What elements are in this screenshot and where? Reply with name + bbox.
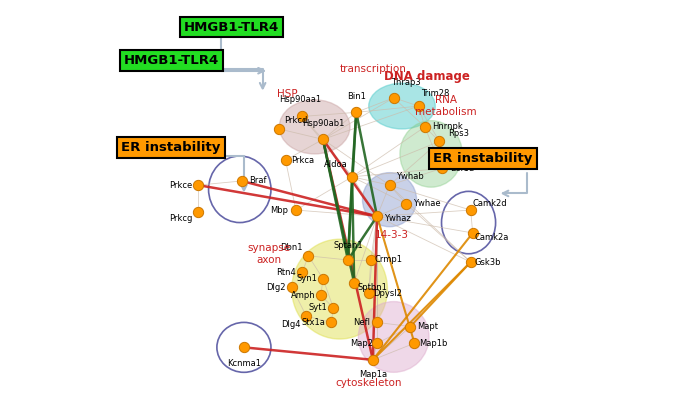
Point xyxy=(297,269,308,276)
Text: 14-3-3: 14-3-3 xyxy=(374,230,409,240)
Point xyxy=(274,126,285,132)
Point xyxy=(351,109,362,116)
Text: DNA damage: DNA damage xyxy=(384,70,470,84)
Text: Map1a: Map1a xyxy=(359,370,387,379)
Point xyxy=(238,344,249,351)
Text: Camk2a: Camk2a xyxy=(475,233,509,242)
Text: Map2: Map2 xyxy=(350,339,372,348)
Point xyxy=(405,323,416,330)
Point xyxy=(465,207,476,213)
Text: Prkcg: Prkcg xyxy=(169,214,192,223)
Ellipse shape xyxy=(279,100,350,154)
Point xyxy=(315,292,326,299)
Ellipse shape xyxy=(400,121,462,187)
Point xyxy=(297,113,308,120)
Text: Rtn4: Rtn4 xyxy=(276,268,296,277)
Text: Nefl: Nefl xyxy=(353,318,370,327)
Text: Dbn1: Dbn1 xyxy=(281,243,303,252)
Text: Hsp90aa1: Hsp90aa1 xyxy=(279,95,321,104)
Point xyxy=(419,124,430,130)
Point xyxy=(280,157,291,163)
Point xyxy=(467,230,478,236)
Point xyxy=(193,182,204,188)
Text: Dlg4: Dlg4 xyxy=(281,320,300,329)
Point xyxy=(372,213,383,220)
Text: Ywhab: Ywhab xyxy=(396,172,424,181)
Text: Camk2d: Camk2d xyxy=(472,199,507,208)
Text: Prkca: Prkca xyxy=(291,156,314,165)
Text: ER instability: ER instability xyxy=(433,151,533,165)
Text: Gsk3b: Gsk3b xyxy=(475,258,501,267)
Text: Trim28: Trim28 xyxy=(421,89,449,98)
Text: Aldoa: Aldoa xyxy=(323,160,347,169)
Text: Mapt: Mapt xyxy=(417,322,438,331)
Text: Hnrnpk: Hnrnpk xyxy=(433,122,463,131)
Text: Stx1a: Stx1a xyxy=(302,318,326,327)
Text: Prkce: Prkce xyxy=(169,181,193,190)
Point xyxy=(434,138,445,145)
Point xyxy=(349,280,360,286)
Point xyxy=(372,319,383,326)
Point xyxy=(388,94,399,101)
Point xyxy=(193,209,204,215)
Text: Syn1: Syn1 xyxy=(297,274,318,283)
Text: Mbp: Mbp xyxy=(270,206,288,215)
Point xyxy=(286,284,297,290)
Point xyxy=(317,136,328,143)
Ellipse shape xyxy=(363,173,416,227)
Point xyxy=(328,305,339,311)
Point xyxy=(236,178,247,184)
Point xyxy=(413,103,424,109)
Text: Sptan1: Sptan1 xyxy=(333,241,363,250)
Text: Map1b: Map1b xyxy=(419,339,447,348)
Text: synapse
axon: synapse axon xyxy=(247,243,290,265)
Point xyxy=(365,257,377,263)
Point xyxy=(342,257,354,263)
Text: Amph: Amph xyxy=(291,291,316,300)
Text: Eef1d: Eef1d xyxy=(450,164,475,173)
Text: Sptbn1: Sptbn1 xyxy=(358,282,388,292)
Text: Dlg2: Dlg2 xyxy=(266,282,286,292)
Text: Braf: Braf xyxy=(249,176,267,186)
Text: Crmp1: Crmp1 xyxy=(374,255,402,265)
Text: HSP: HSP xyxy=(277,89,298,99)
Text: transcription: transcription xyxy=(340,64,406,74)
Point xyxy=(372,340,383,347)
Point xyxy=(346,173,358,180)
Text: Thrap3: Thrap3 xyxy=(391,78,421,87)
Text: HMGB1-TLR4: HMGB1-TLR4 xyxy=(123,54,218,67)
Point xyxy=(400,201,412,207)
Point xyxy=(326,319,337,326)
Text: cytoskeleton: cytoskeleton xyxy=(335,378,402,388)
Text: Dpysl2: Dpysl2 xyxy=(373,289,402,298)
Text: HMGB1-TLR4: HMGB1-TLR4 xyxy=(184,20,279,34)
Text: Ywhaz: Ywhaz xyxy=(384,214,411,223)
Text: Rps3: Rps3 xyxy=(448,129,469,138)
Text: Bin1: Bin1 xyxy=(346,92,365,101)
Point xyxy=(368,357,379,363)
Text: Hsp90ab1: Hsp90ab1 xyxy=(302,119,344,128)
Ellipse shape xyxy=(369,83,435,129)
Point xyxy=(409,340,420,347)
Text: Syt1: Syt1 xyxy=(308,303,327,312)
Point xyxy=(436,165,447,172)
Point xyxy=(290,207,302,213)
Text: Prkcd: Prkcd xyxy=(284,116,307,125)
Ellipse shape xyxy=(292,239,387,339)
Text: Kcnma1: Kcnma1 xyxy=(227,359,261,368)
Text: RNA
metabolism: RNA metabolism xyxy=(415,95,477,117)
Point xyxy=(384,182,395,188)
Text: ER instability: ER instability xyxy=(121,141,220,154)
Point xyxy=(317,275,328,282)
Text: Ywhae: Ywhae xyxy=(413,199,441,208)
Point xyxy=(303,253,314,259)
Point xyxy=(363,290,374,297)
Point xyxy=(465,259,476,265)
Point xyxy=(301,313,312,319)
Ellipse shape xyxy=(358,302,429,372)
